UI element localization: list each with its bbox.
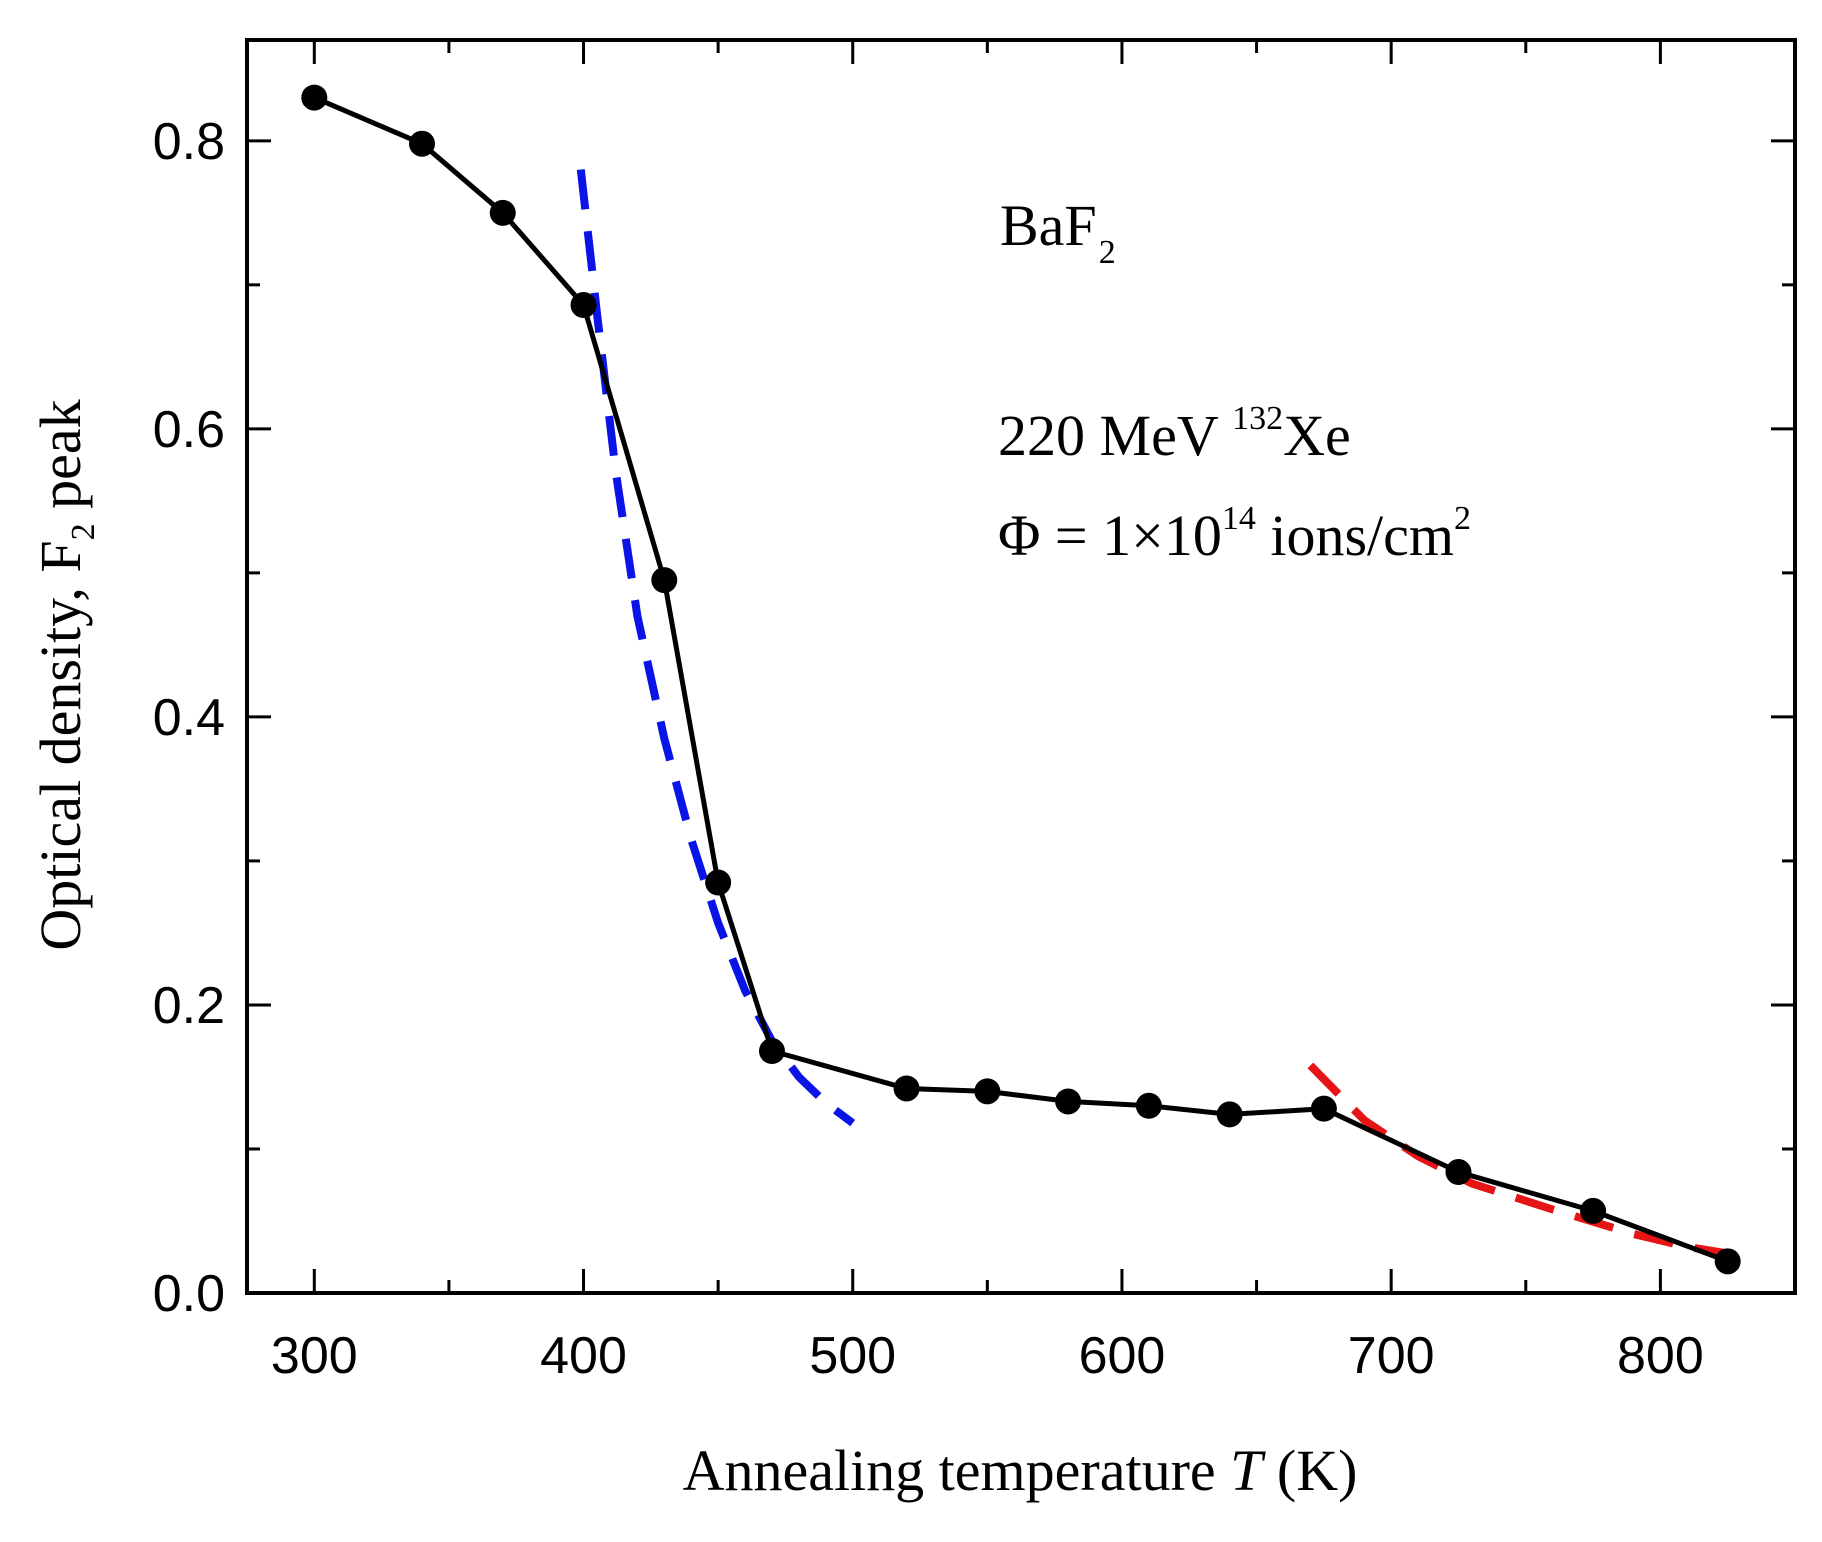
data-point xyxy=(301,84,328,111)
plot-frame xyxy=(245,38,1797,1295)
data-point xyxy=(1580,1197,1607,1224)
y-tick-label: 0.8 xyxy=(153,113,225,171)
y-tick-label: 0.4 xyxy=(153,689,225,747)
data-point xyxy=(408,130,435,157)
annotation-ion: 220 MeV 132Xe xyxy=(998,400,1351,468)
data-point xyxy=(705,869,732,896)
fit-line-2 xyxy=(1307,1062,1742,1260)
x-tick-label: 800 xyxy=(1617,1327,1704,1385)
data-series xyxy=(301,84,1741,1275)
x-tick-label: 700 xyxy=(1348,1327,1435,1385)
fit-lines xyxy=(576,169,1742,1260)
data-point xyxy=(974,1078,1001,1105)
data-point xyxy=(1310,1095,1337,1122)
y-tick-label: 0.6 xyxy=(153,401,225,459)
annotation-fluence: Φ = 1×1014 ions/cm2 xyxy=(998,500,1471,568)
data-point xyxy=(893,1075,920,1102)
y-tick-label: 0.2 xyxy=(153,977,225,1035)
x-tick-label: 600 xyxy=(1079,1327,1166,1385)
series-line xyxy=(313,95,1729,1264)
data-point xyxy=(1445,1159,1472,1186)
data-point xyxy=(1055,1088,1082,1115)
data-point xyxy=(1216,1101,1243,1128)
y-tick-label: 0.0 xyxy=(153,1265,225,1323)
annotation-material: BaF2 xyxy=(1000,193,1116,271)
fit-line-1 xyxy=(576,169,856,1127)
axis-ticks xyxy=(247,40,1795,1295)
y-tick-labels: 0.0 0.2 0.4 0.6 0.8 xyxy=(153,113,225,1323)
plot-area-border xyxy=(245,38,1797,1295)
x-axis-title: Annealing temperature T (K) xyxy=(683,1438,1358,1503)
x-tick-label: 400 xyxy=(540,1327,627,1385)
x-tick-labels: 300 400 500 600 700 800 xyxy=(271,1327,1704,1385)
x-tick-label: 500 xyxy=(809,1327,896,1385)
data-point xyxy=(1714,1248,1741,1275)
x-tick-label: 300 xyxy=(271,1327,358,1385)
data-point xyxy=(651,567,678,594)
data-point xyxy=(1135,1092,1162,1119)
y-axis-title: Optical density, F2 peak xyxy=(28,399,102,950)
data-point xyxy=(570,292,597,319)
data-point xyxy=(758,1038,785,1065)
data-point xyxy=(489,199,516,226)
